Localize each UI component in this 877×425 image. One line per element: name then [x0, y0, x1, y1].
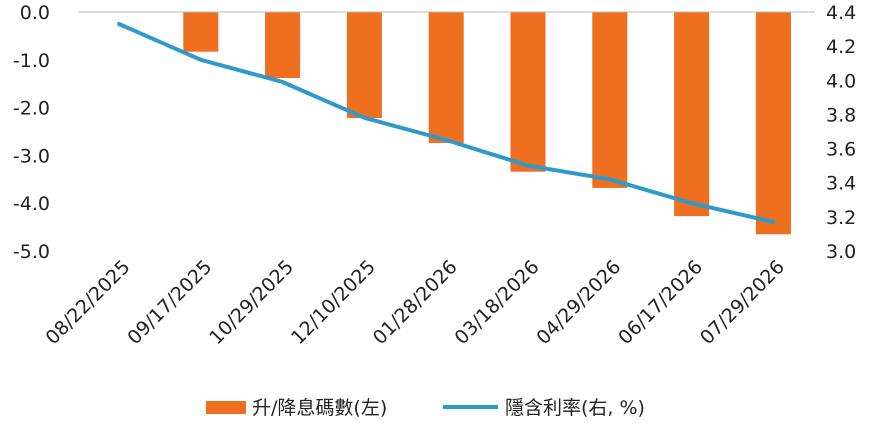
x-tick-label: 10/29/2025 [205, 256, 298, 349]
x-tick-label: 04/29/2026 [532, 256, 625, 349]
bar-03-18-2026 [510, 12, 546, 172]
bar-07-29-2026 [755, 12, 791, 235]
left-tick-label: -1.0 [13, 50, 50, 72]
x-tick-label: 09/17/2025 [123, 256, 216, 349]
right-tick-label: 3.0 [826, 241, 856, 263]
left-tick-label: -3.0 [13, 145, 50, 167]
legend: 升/降息碼數(左) 隱含利率(右, %) [206, 397, 645, 419]
bar-01-28-2026 [428, 12, 464, 143]
x-axis-ticks: 08/22/202509/17/202510/29/202512/10/2025… [42, 256, 789, 349]
right-tick-label: 3.4 [826, 173, 856, 195]
x-tick-label: 06/17/2026 [614, 256, 707, 349]
right-tick-label: 4.0 [826, 70, 856, 92]
bar-10-29-2025 [265, 12, 301, 78]
right-axis-ticks: 4.4 4.2 4.0 3.8 3.6 3.4 3.2 3.0 [826, 2, 856, 263]
right-tick-label: 4.2 [826, 36, 856, 58]
bar-series [183, 12, 791, 235]
legend-label-line: 隱含利率(右, %) [505, 397, 645, 419]
x-tick-label: 01/28/2026 [369, 256, 462, 349]
line-series [117, 22, 776, 224]
right-tick-label: 3.8 [826, 104, 856, 126]
left-tick-label: -4.0 [13, 193, 50, 215]
right-tick-label: 3.6 [826, 139, 856, 161]
x-tick-label: 03/18/2026 [451, 256, 544, 349]
bar-12-10-2025 [346, 12, 382, 119]
bar-06-17-2026 [674, 12, 710, 217]
left-tick-label: -5.0 [13, 241, 50, 263]
bar-04-29-2026 [592, 12, 628, 188]
legend-swatch-bar [206, 401, 246, 414]
left-tick-label: -2.0 [13, 98, 50, 120]
x-tick-label: 12/10/2025 [287, 256, 380, 349]
bar-09-17-2025 [183, 12, 219, 52]
x-tick-label: 08/22/2025 [42, 256, 135, 349]
right-tick-label: 3.2 [826, 207, 856, 229]
right-tick-label: 4.4 [826, 2, 856, 24]
legend-label-bar: 升/降息碼數(左) [252, 397, 387, 419]
x-tick-label: 07/29/2026 [696, 256, 789, 349]
left-tick-label: 0.0 [20, 2, 50, 24]
left-axis-ticks: 0.0 -1.0 -2.0 -3.0 -4.0 -5.0 [13, 2, 50, 263]
